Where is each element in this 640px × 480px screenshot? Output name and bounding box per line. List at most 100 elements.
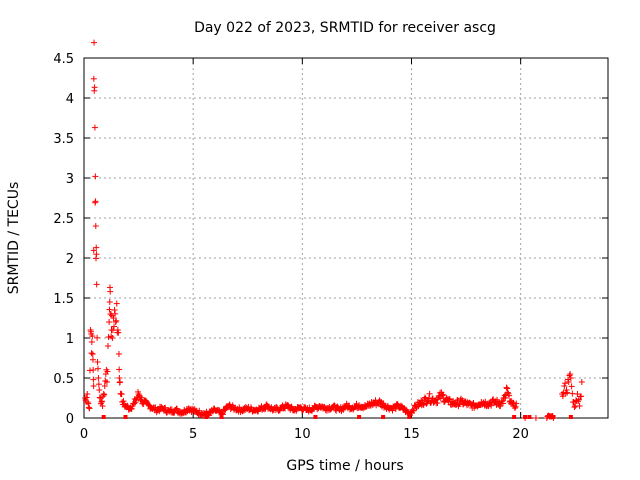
data-point [398,402,405,409]
data-point [111,323,118,330]
data-point [499,400,506,407]
zero-marker [313,415,318,419]
zero-marker [551,415,556,419]
data-point [108,333,115,340]
data-point [353,400,360,407]
data-point [511,405,518,412]
data-point [420,401,427,408]
data-point [116,379,123,386]
data-point [210,408,217,415]
data-point [346,402,353,409]
data-point [145,401,152,408]
grid [84,58,608,418]
data-point [578,379,585,385]
data-point [89,351,96,357]
data-point [567,371,574,378]
data-point [446,395,453,402]
data-point [112,310,119,317]
data-point [377,398,384,405]
data-point [84,399,91,406]
data-point [512,403,519,410]
data-point [308,407,315,414]
data-point [437,395,444,402]
data-point [562,380,569,387]
data-point [106,299,113,305]
data-point [89,333,96,340]
data-point [88,350,95,357]
data-point [488,402,495,409]
data-point [91,39,98,46]
y-tick-label: 0 [66,412,74,427]
zero-marker [381,415,386,419]
data-point [94,334,101,341]
zero-marker [123,415,128,419]
data-point [183,409,190,416]
data-point [120,398,127,405]
data-point [111,307,118,313]
data-point [450,398,457,405]
data-point [105,334,112,341]
data-point [499,397,506,404]
data-point [101,383,108,389]
data-point [341,403,348,410]
data-point [115,329,122,336]
x-tick-label: 0 [80,427,88,442]
data-point [504,385,511,392]
y-tick-label: 3.5 [53,132,74,147]
data-point [576,403,583,409]
y-tick-label: 4.5 [53,52,74,67]
data-point [564,376,571,383]
x-tick-label: 15 [403,427,420,442]
data-point [90,383,97,389]
data-point [138,394,145,401]
data-point [106,306,113,313]
zero-marker [407,415,412,419]
data-point [562,390,569,397]
zero-marker [523,415,528,419]
chart-title: Day 022 of 2023, SRMTID for receiver asc… [194,20,496,36]
zero-marker [204,415,209,419]
data-point [452,402,459,409]
plot-frame [83,57,609,419]
data-point [113,300,120,307]
data-point [96,387,103,393]
data-point [567,375,574,381]
y-tick-label: 1.5 [53,292,74,307]
data-point [436,392,443,399]
data-point [88,339,95,345]
data-points [82,39,585,421]
data-point [426,390,433,397]
data-point [90,376,97,383]
data-point [89,356,96,363]
data-point [85,404,92,411]
data-point [418,397,425,404]
data-point [422,394,429,401]
data-point [410,407,417,414]
data-point [532,415,539,421]
data-point [504,389,511,396]
data-point [95,375,102,381]
data-point [510,399,517,406]
data-point [392,406,399,413]
data-point [506,392,513,399]
data-point [559,393,566,400]
data-point [134,388,141,395]
data-point [115,351,122,357]
x-tick-label: 20 [512,427,529,442]
zero-marker [219,415,224,419]
data-point [96,394,103,401]
data-point [578,393,585,400]
data-point [399,406,406,413]
data-point [509,400,516,407]
data-point [321,403,328,410]
data-point [575,396,582,403]
data-point [100,393,107,400]
data-point [380,400,387,407]
data-point [494,396,501,403]
data-point [564,389,571,396]
data-point [118,391,125,398]
data-point [92,198,99,205]
data-point [440,391,447,398]
data-point [83,394,90,401]
